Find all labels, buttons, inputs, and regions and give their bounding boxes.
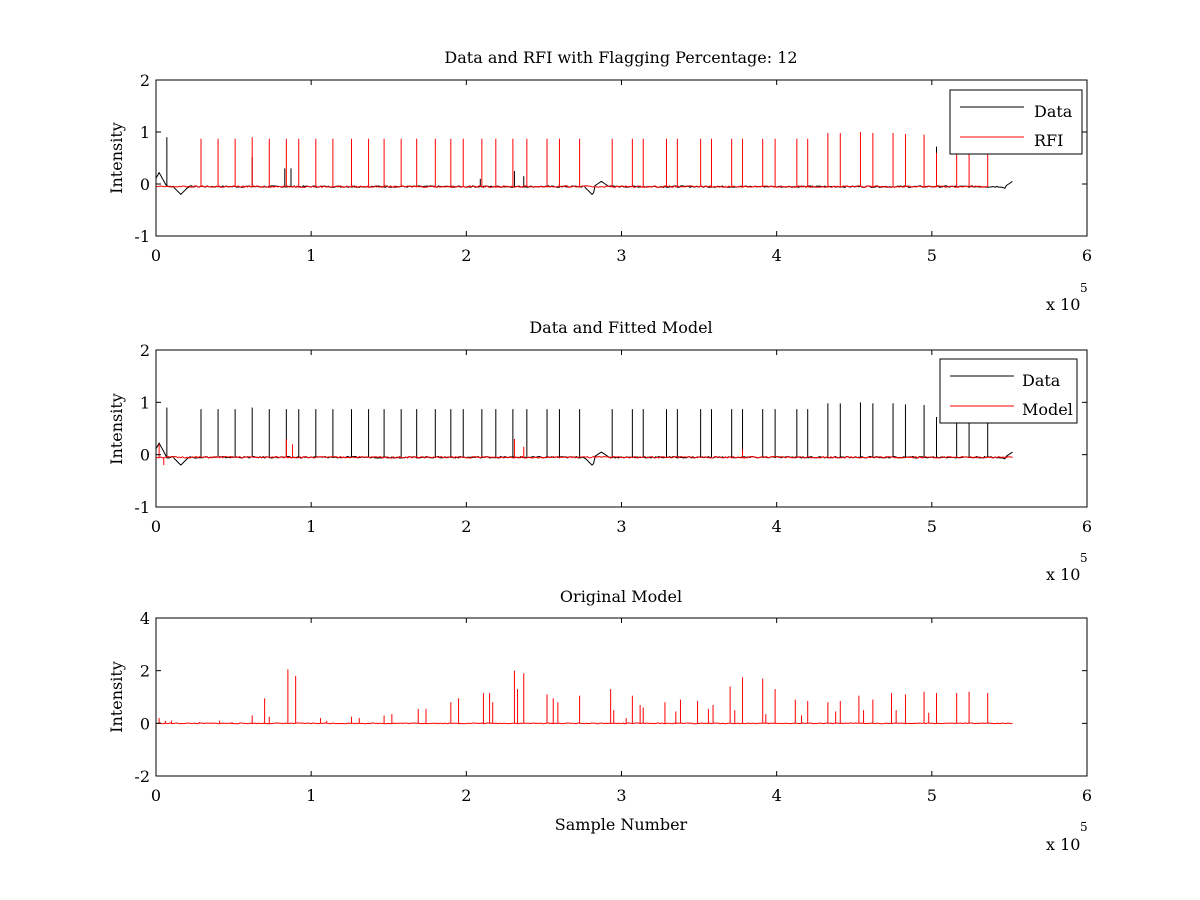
series-baseline-trace: [155, 722, 1013, 725]
panel-1-xtick-label: 2: [461, 246, 471, 265]
panel-1-legend: Data RFI: [949, 89, 1083, 155]
panel-1-ytick-label: 2: [140, 71, 150, 90]
panel-1-plot: [155, 132, 1013, 196]
panel-2-xtick-label: 6: [1082, 517, 1092, 536]
series-baseline-trace: [155, 455, 1013, 459]
panel-1-xtick-label: 3: [616, 246, 626, 265]
panel-1-xtick-label: 4: [772, 246, 782, 265]
panel-1-xtick-label: 6: [1082, 246, 1092, 265]
panel-1-ytick-label: 0: [140, 175, 150, 194]
panel-3-plot: [155, 669, 1013, 725]
panel-2-xtick-label: 4: [772, 517, 782, 536]
panel-1-ytick-label: 1: [140, 123, 150, 142]
panel-2-ytick-label: 0: [140, 446, 150, 465]
panel-3-xtick-label: 3: [616, 786, 626, 805]
panel-3-x-multiplier: x 10: [1046, 835, 1080, 854]
panel-2-title: Data and Fitted Model: [529, 318, 712, 337]
panel-1-ylabel: Intensity: [107, 122, 126, 194]
panel-2-axes-box: [155, 349, 1088, 508]
panel-2-x-exponent: 5: [1080, 551, 1088, 565]
panel-3-xtick-label: 2: [461, 786, 471, 805]
panel-1-xtick-label: 0: [151, 246, 161, 265]
panel-1-legend-label-rfi: RFI: [1034, 131, 1063, 150]
panel-3-title: Original Model: [560, 587, 682, 606]
panel-2-legend-label-model: Model: [1022, 400, 1073, 419]
panel-1-legend-box: [949, 89, 1083, 155]
series-data: [155, 402, 1013, 466]
panel-2-ytick-label: 2: [140, 341, 150, 360]
panel-3-xtick-label: 4: [772, 786, 782, 805]
panel-3-xtick-label: 6: [1082, 786, 1092, 805]
panel-2-x-multiplier: x 10: [1046, 565, 1080, 584]
panel-2-xtick-label: 2: [461, 517, 471, 536]
panel-3-ylabel: Intensity: [107, 661, 126, 733]
panel-1-ytick-label: -1: [134, 227, 150, 246]
panel-3-ytick-label: -2: [134, 767, 150, 786]
panel-3-xtick-label: 1: [306, 786, 316, 805]
panel-2-ytick-label: -1: [134, 498, 150, 517]
panel-3-xtick-label: 0: [151, 786, 161, 805]
panel-1-title: Data and RFI with Flagging Percentage: 1…: [444, 48, 797, 67]
panel-3-xlabel: Sample Number: [555, 815, 688, 834]
panel-1-xtick-label: 1: [306, 246, 316, 265]
panel-2-ylabel: Intensity: [107, 393, 126, 465]
panel-1-axes-box: [155, 79, 1088, 237]
series-baseline-trace: [155, 185, 988, 189]
series-model: [155, 438, 1013, 466]
panel-2-ytick-label: 1: [140, 393, 150, 412]
panel-1-x-multiplier: x 10: [1046, 295, 1080, 314]
panel-1-legend-label-data: Data: [1034, 102, 1073, 121]
series-original-model: [155, 669, 1013, 725]
panel-3-ytick-label: 0: [140, 714, 150, 733]
panel-3-x-exponent: 5: [1080, 820, 1088, 834]
panel-2-xtick-label: 3: [616, 517, 626, 536]
panel-2-legend: Data Model: [939, 358, 1078, 424]
series-rfi: [155, 132, 989, 189]
panel-2-legend-label-data: Data: [1022, 371, 1061, 390]
panel-3-ytick-label: 2: [140, 662, 150, 681]
panel-2-plot: [155, 402, 1013, 466]
panel-1-x-exponent: 5: [1080, 281, 1088, 295]
panel-2-xtick-label: 1: [306, 517, 316, 536]
panel-3-xtick-label: 5: [927, 786, 937, 805]
panel-2-xtick-label: 0: [151, 517, 161, 536]
panel-3-axes-box: [155, 617, 1088, 777]
panel-2-xtick-label: 5: [927, 517, 937, 536]
panel-1-xtick-label: 5: [927, 246, 937, 265]
panel-2-legend-box: [939, 358, 1078, 424]
panel-3-ytick-label: 4: [140, 609, 150, 628]
